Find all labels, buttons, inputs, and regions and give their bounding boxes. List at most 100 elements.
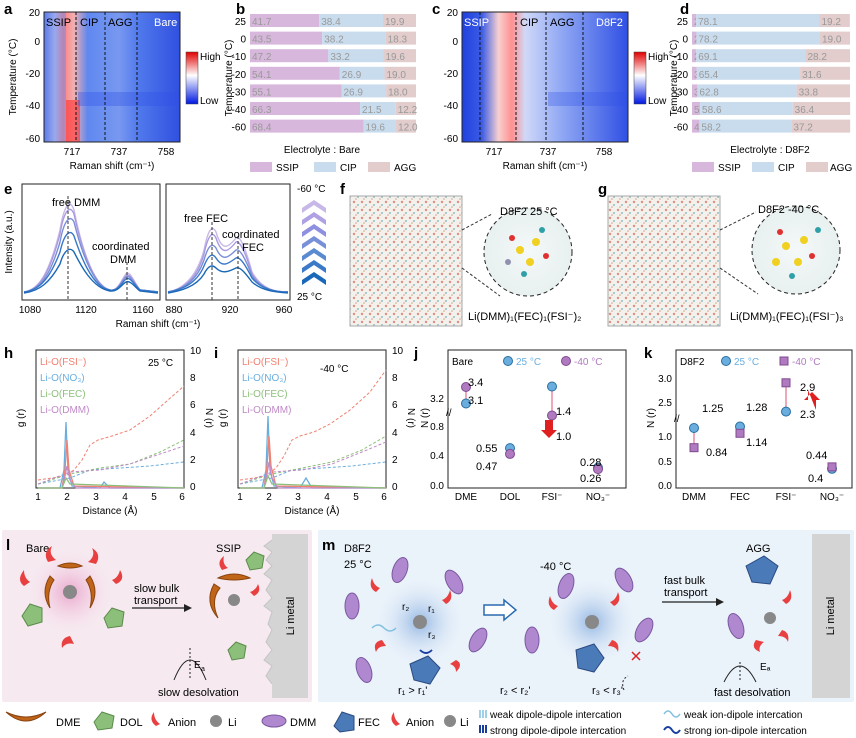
spectra-fec <box>167 222 289 300</box>
frame-h <box>35 349 185 489</box>
bar-bars-d-cip-1 <box>696 31 820 45</box>
atom-g6 <box>777 229 783 235</box>
ytick-c-3: -40 <box>444 101 459 112</box>
anion-agg-2 <box>753 640 764 652</box>
anion-m1-1 <box>370 578 380 592</box>
zoom-line-g2 <box>719 267 759 295</box>
panel-letter-h: h <box>4 345 13 362</box>
anion-m2-3 <box>608 640 619 652</box>
chevron-7 <box>302 272 326 285</box>
heatmap-a-frame <box>43 11 181 143</box>
bar-label-bars-b-ssip-5: 66.3 <box>252 105 272 116</box>
xtick-i-2: 3 <box>295 492 301 503</box>
stacked-bars-d: 252.678.119.202.878.219.0-102.769.128.2-… <box>674 14 851 134</box>
dol-ssip-1 <box>245 551 265 571</box>
bar-label-bars-d-agg-3: 31.6 <box>802 70 822 81</box>
bar-label-bars-b-cip-5: 21.5 <box>362 105 382 116</box>
bar-bars-b-agg-6 <box>396 119 416 133</box>
bar-bars-d-ssip-4 <box>692 84 698 98</box>
cat-j-1: DOL <box>500 492 521 503</box>
ytick-i-r3: 6 <box>392 400 398 411</box>
spectrum-fec-2 <box>167 233 289 293</box>
val-k-no3-m40: 0.44 <box>806 450 827 462</box>
ylabel-h: g (r) <box>16 409 27 427</box>
dol-1-l <box>21 603 43 627</box>
ea-sub-l: a <box>201 666 205 673</box>
anion-agg-3 <box>778 630 789 642</box>
caption-d: Electrolyte : D8F2 <box>730 145 810 156</box>
xtick-h-0: 1 <box>35 492 41 503</box>
fec-m1 <box>409 655 441 685</box>
panel-letter-c: c <box>432 1 440 18</box>
chevron-2 <box>302 212 326 225</box>
title-g: D8F2 -40 °C <box>758 204 819 216</box>
formula-g: Li(DMM)₁(FEC)₁(FSI⁻)₃ <box>730 311 844 323</box>
legend-ssip-d: SSIP <box>718 163 741 174</box>
bar-bars-b-ssip-1 <box>250 31 323 45</box>
bar-label-bars-b-cip-3: 26.9 <box>342 70 362 81</box>
bar-bars-b-cip-2 <box>328 49 384 63</box>
panel-i: i Li-O(FSI⁻) Li-O(NO₃) Li-O(FEC) Li-O(DM… <box>214 345 416 517</box>
bar-bars-b-ssip-6 <box>250 119 364 133</box>
zoom-circle-g <box>751 205 841 295</box>
cat-k-3: NO₃⁻ <box>820 492 844 503</box>
ytick-k-1: 0.5 <box>658 457 672 468</box>
bar-bars-d-agg-1 <box>819 31 850 45</box>
ytick-bars-d-0: 25 <box>677 17 689 28</box>
legend-h-fec: Li-O(FEC) <box>40 389 86 400</box>
xtick-c-1: 737 <box>540 147 557 158</box>
tag-bare-a: Bare <box>154 17 177 29</box>
legend-weak-id-icon <box>663 710 681 718</box>
arrow-text-l1: slow bulk <box>134 583 180 595</box>
dmm-m2-3 <box>524 626 540 654</box>
frame-e-left <box>21 183 161 301</box>
rdf-no3-h <box>38 421 184 489</box>
spectrum-dmm-2 <box>23 208 159 293</box>
anion-ssip-1 <box>219 556 228 570</box>
ytick-bars-b-3: -20 <box>232 70 247 81</box>
dmm-m1-5 <box>355 657 373 683</box>
legend-agg-b: AGG <box>394 163 416 174</box>
ylabel-i: g (r) <box>218 409 229 427</box>
ylabel-i-right: N (r) <box>405 408 416 428</box>
val-k-fsi-25: 2.3 <box>800 409 815 421</box>
ytick-k-3: 2.5 <box>658 398 672 409</box>
val-k-dmm-m40: 0.84 <box>706 447 727 459</box>
dmm-m2-2 <box>614 567 634 593</box>
temp-top-e: -60 °C <box>297 184 325 195</box>
legend-25-j: 25 °C <box>516 357 541 368</box>
legend-swatch-ssip-d <box>692 162 714 172</box>
r1-compare: r₁ > r₁' <box>398 685 427 697</box>
bar-label-bars-b-cip-0: 38.4 <box>321 17 341 28</box>
ytick-bars-d-1: 0 <box>682 35 688 46</box>
bar-label-bars-b-agg-0: 19.9 <box>385 17 405 28</box>
bar-bars-d-cip-6 <box>699 119 792 133</box>
bar-label-bars-b-agg-2: 19.6 <box>385 52 405 63</box>
dme-shell-3 <box>56 562 84 569</box>
markers-k <box>689 378 837 474</box>
marker-j-25-0 <box>461 398 471 409</box>
bar-bars-b-agg-1 <box>385 31 416 45</box>
ea-m: Eₐ <box>760 662 771 673</box>
bar-bars-b-ssip-4 <box>250 84 342 98</box>
bar-bars-d-agg-2 <box>805 49 850 63</box>
marker-j-m40-0 <box>461 382 471 392</box>
ytick-bars-b-5: -40 <box>232 105 247 116</box>
ann-free-dmm: free DMM <box>52 197 100 209</box>
dmm-m1-4 <box>468 627 488 653</box>
bar-label-bars-d-agg-0: 19.2 <box>822 17 842 28</box>
md-box-g <box>607 195 721 327</box>
label-d8f2-m: D8F2 <box>344 543 371 555</box>
frame-e-right <box>165 183 291 301</box>
arrowhead-l <box>184 604 192 612</box>
dmm-m1-2 <box>444 569 464 595</box>
colorbar-a-high: High <box>200 52 221 63</box>
li-metal-label-l: Li metal <box>285 597 297 636</box>
bar-bars-d-agg-3 <box>800 66 850 80</box>
li-metal-m <box>812 534 850 698</box>
ytick-a-4: -60 <box>26 134 41 145</box>
heatmap-a-band <box>44 12 66 142</box>
fast-desolvation-m: fast desolvation <box>714 687 790 699</box>
legend-h-fsi: Li-O(FSI⁻) <box>40 357 86 368</box>
panel-b: b 25 41.7 38.4 19.9 0 43.5 38.2 18.3 -10 47.2 33.2… <box>224 1 418 174</box>
